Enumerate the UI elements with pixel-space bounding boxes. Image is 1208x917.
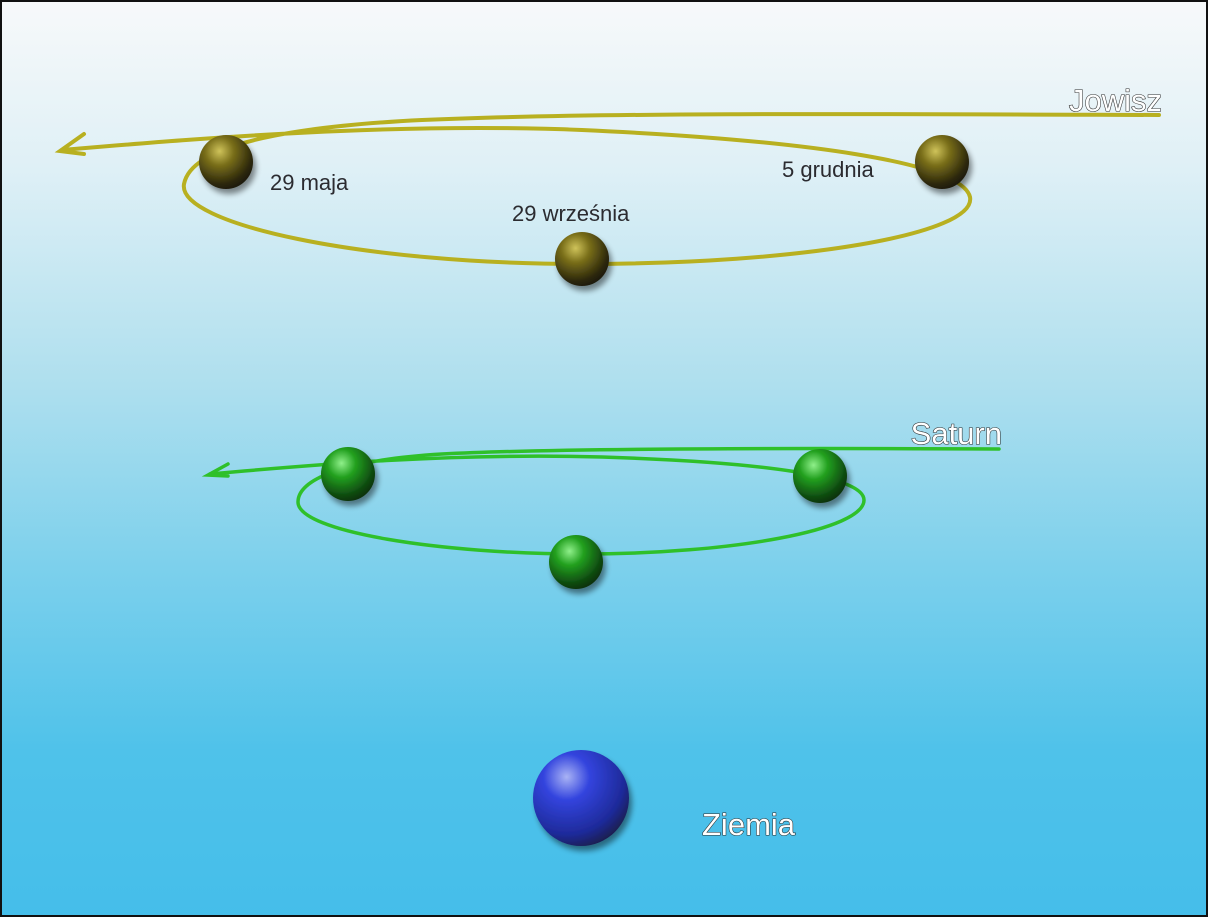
date-label-december: 5 grudnia [782,157,875,182]
saturn-planet-1 [321,447,375,501]
earth-label: Ziemia [702,807,796,842]
saturn-planet-2 [549,535,603,589]
jupiter-planet-may [199,135,253,189]
saturn-planet-3 [793,449,847,503]
date-label-september: 29 września [512,201,630,226]
saturn-arrow-head [201,462,230,478]
jupiter-label: Jowisz [1069,83,1162,118]
earth-planet [533,750,629,846]
date-label-may: 29 maja [270,170,349,195]
saturn-label: Saturn [911,416,1002,451]
jupiter-planet-december [915,135,969,189]
jupiter-planet-september [555,232,609,286]
jupiter-arrow-head [54,132,86,156]
